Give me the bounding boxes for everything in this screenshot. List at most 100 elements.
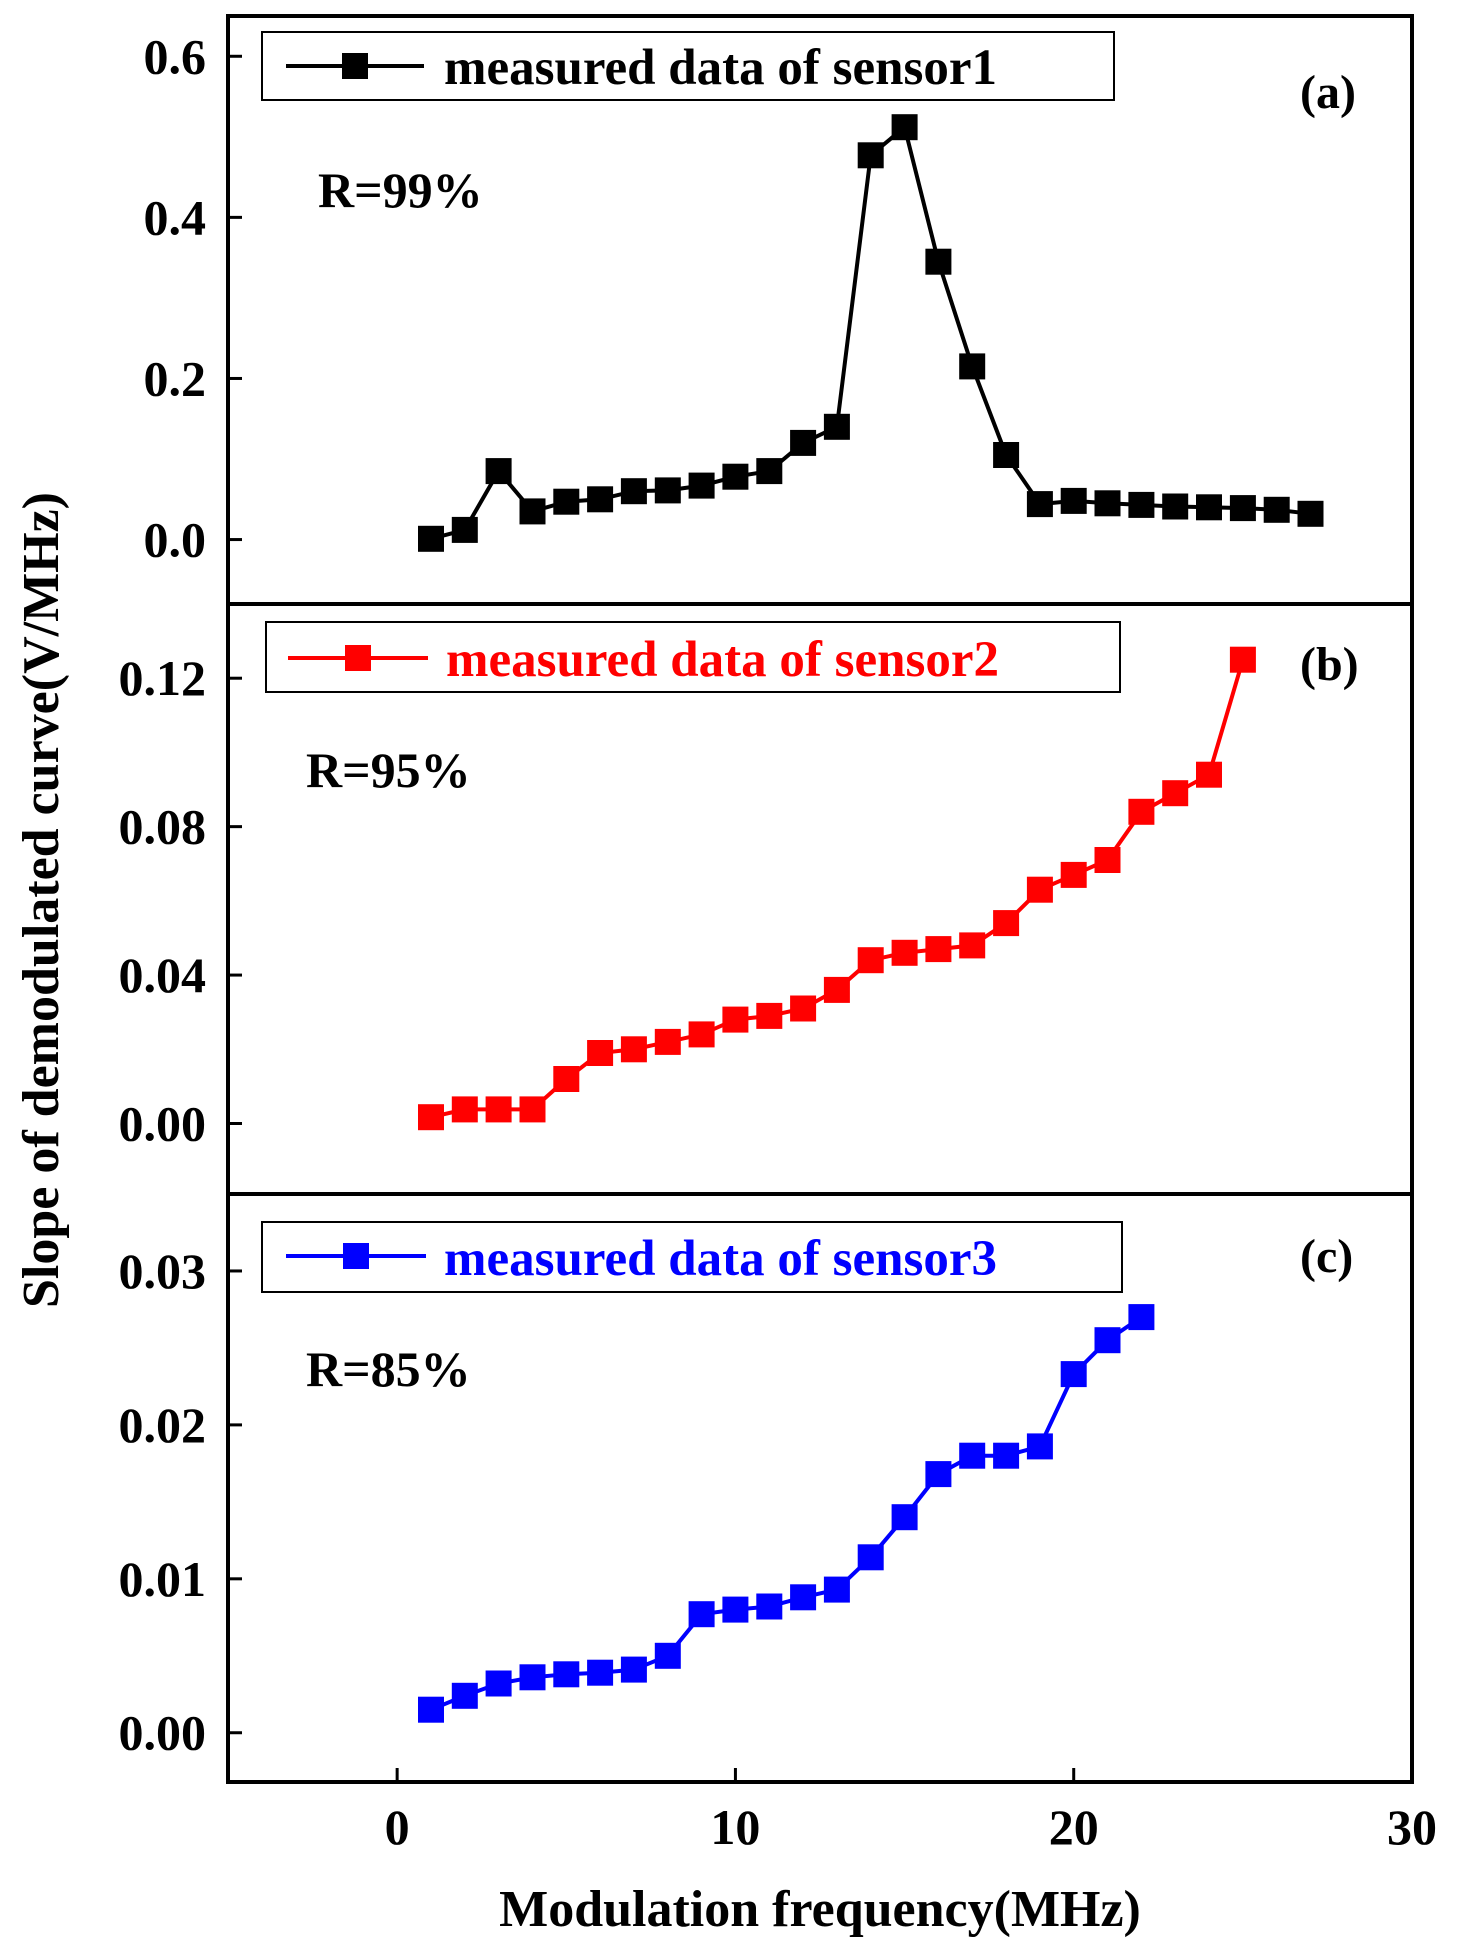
y-tick-label: 0.08 — [119, 799, 207, 855]
series-line — [430, 659, 1245, 1120]
data-point — [654, 1028, 681, 1055]
data-point — [1094, 1327, 1121, 1354]
y-tick-label: 0.03 — [119, 1243, 207, 1299]
data-point — [620, 1036, 647, 1063]
r-annotation: R=85% — [306, 1341, 471, 1397]
data-point — [1060, 487, 1087, 514]
data-point — [587, 1040, 614, 1066]
data-point — [1128, 1304, 1155, 1331]
data-point — [485, 1096, 512, 1123]
data-point — [722, 1006, 749, 1033]
data-point — [790, 1584, 817, 1611]
panel-b-y-ticks: 0.00 0.04 0.08 0.12 — [119, 650, 242, 1151]
data-point — [823, 1576, 850, 1603]
data-point — [1060, 1361, 1087, 1388]
y-tick-label: 0.4 — [144, 189, 207, 245]
data-point — [418, 1696, 444, 1723]
panel-c-frame — [226, 1192, 1414, 1784]
panel-c: 0.00 0.01 0.02 0.03 measured data of sensor… — [119, 1192, 1414, 1784]
data-point — [418, 1104, 444, 1131]
panel-b: 0.00 0.04 0.08 0.12 measured data of sensor… — [119, 602, 1414, 1196]
data-point — [451, 1096, 478, 1123]
data-point — [553, 488, 580, 515]
data-point — [722, 463, 749, 490]
panel-c-legend: measured data of sensor3 — [261, 1221, 1123, 1293]
data-point — [688, 472, 715, 499]
r-annotation: R=95% — [306, 742, 471, 798]
x-tick-label: 0 — [385, 1799, 410, 1855]
data-point — [418, 525, 444, 552]
data-point — [553, 1661, 580, 1688]
x-axis-ticks: 0 10 20 30 — [385, 1768, 1437, 1855]
panel-b-series — [418, 646, 1256, 1131]
data-point — [1196, 761, 1222, 788]
data-point — [925, 248, 952, 275]
data-point — [1094, 847, 1121, 873]
x-tick-label: 20 — [1049, 1799, 1099, 1855]
data-point — [959, 1442, 986, 1469]
panel-tag: (b) — [1300, 638, 1359, 691]
legend-label: measured data of sensor1 — [444, 40, 997, 96]
data-point — [485, 458, 512, 485]
data-point — [553, 1066, 580, 1092]
data-point — [1196, 494, 1222, 521]
data-point — [1060, 861, 1087, 888]
data-point — [519, 1664, 546, 1691]
data-point — [1297, 500, 1324, 527]
data-point — [857, 947, 884, 974]
data-point — [1162, 780, 1189, 807]
legend-marker — [345, 645, 371, 671]
y-axis-title: Slope of demodulated curve(V/MHz) — [13, 492, 70, 1308]
panel-c-y-ticks: 0.00 0.01 0.02 0.03 — [119, 1243, 242, 1761]
data-point — [993, 910, 1020, 937]
data-point — [925, 936, 952, 963]
legend-label: measured data of sensor3 — [444, 1231, 997, 1287]
data-point — [959, 353, 986, 380]
data-point — [891, 114, 918, 141]
data-point — [451, 516, 478, 543]
data-point — [451, 1682, 478, 1709]
y-tick-label: 0.00 — [119, 1705, 207, 1761]
data-point — [1094, 490, 1121, 517]
panel-c-series — [418, 1304, 1155, 1723]
data-point — [1026, 1433, 1053, 1460]
data-point — [519, 498, 546, 525]
data-point — [587, 1659, 614, 1686]
panel-a-legend: measured data of sensor1 — [261, 31, 1115, 101]
data-point — [790, 429, 817, 456]
panel-a: 0.0 0.2 0.4 0.6 measured data of sensor1 (a… — [144, 14, 1414, 606]
data-point — [790, 995, 817, 1022]
y-tick-label: 0.2 — [144, 350, 207, 406]
y-tick-label: 0.12 — [119, 650, 207, 706]
data-point — [1229, 646, 1256, 673]
data-point — [654, 477, 681, 504]
data-point — [620, 478, 647, 505]
r-annotation: R=99% — [318, 162, 483, 218]
data-point — [993, 442, 1020, 468]
data-point — [1263, 496, 1290, 523]
y-tick-label: 0.04 — [119, 947, 207, 1003]
data-point — [722, 1596, 749, 1623]
y-tick-label: 0.00 — [119, 1095, 207, 1151]
panel-tag: (a) — [1300, 66, 1356, 119]
data-point — [891, 939, 918, 966]
data-point — [1229, 495, 1256, 522]
panel-tag: (c) — [1300, 1230, 1353, 1283]
legend-label: measured data of sensor2 — [446, 632, 999, 688]
series-line — [430, 1315, 1143, 1712]
data-point — [1128, 798, 1155, 825]
y-tick-label: 0.0 — [144, 512, 207, 568]
y-tick-label: 0.01 — [119, 1551, 207, 1607]
data-point — [654, 1642, 681, 1669]
legend-marker — [342, 53, 368, 79]
data-point — [891, 1504, 918, 1531]
data-point — [1026, 876, 1053, 903]
data-point — [688, 1601, 715, 1628]
data-point — [925, 1461, 952, 1488]
panel-a-series — [418, 114, 1324, 552]
x-tick-label: 10 — [710, 1799, 760, 1855]
data-point — [823, 976, 850, 1003]
x-axis-title: Modulation frequency(MHz) — [499, 1881, 1141, 1938]
x-tick-label: 30 — [1387, 1799, 1437, 1855]
